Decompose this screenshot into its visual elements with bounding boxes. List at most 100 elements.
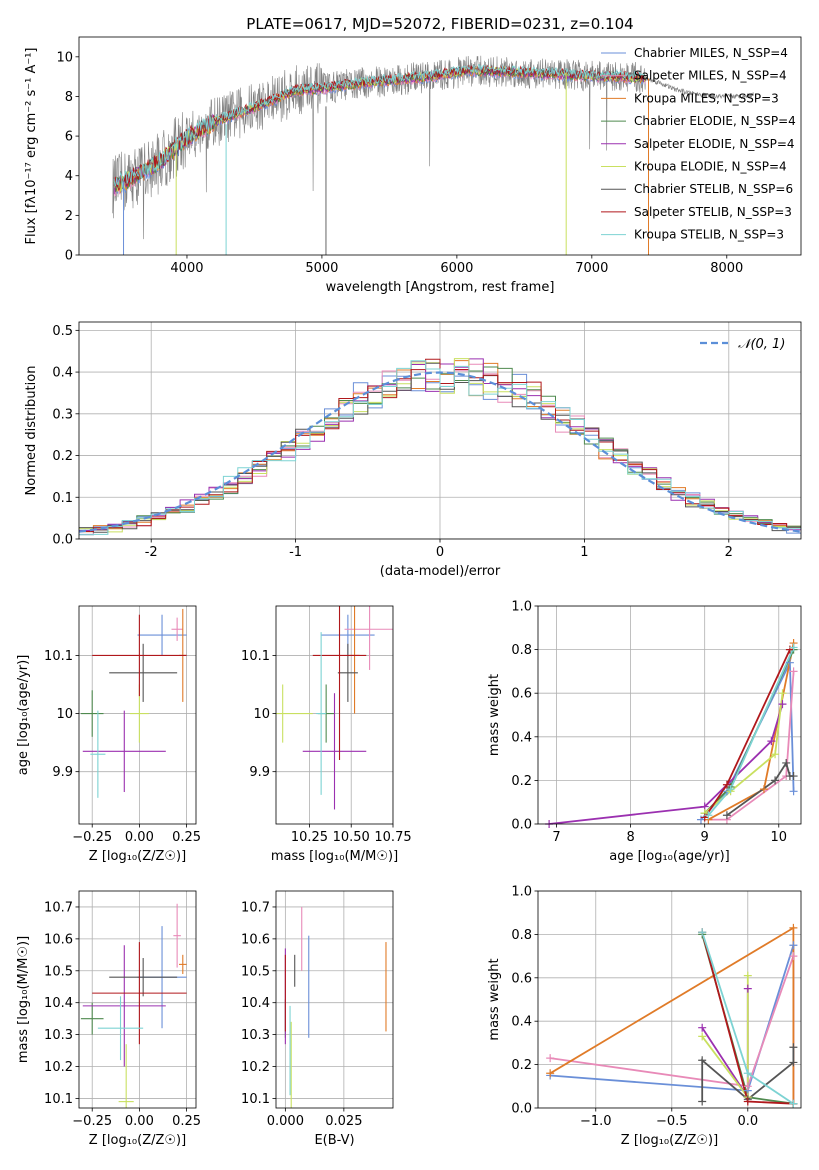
- x-tick-label: 0.25: [172, 830, 201, 845]
- marker-0: [789, 941, 798, 950]
- chart-title: PLATE=0617, MJD=52072, FIBERID=0231, z=0…: [246, 15, 633, 33]
- x-tick-label: 7: [552, 830, 560, 845]
- y-tick-label: 10: [253, 707, 270, 722]
- marker-8: [698, 928, 707, 937]
- y-tick-label: 9.9: [52, 765, 73, 780]
- marker-6: [789, 1058, 798, 1067]
- marker-7: [722, 780, 731, 789]
- y-axis-label: Flux [fλ10⁻¹⁷ erg cm⁻² s⁻¹ A⁻¹]: [24, 48, 39, 245]
- x-tick-label: 8: [626, 830, 634, 845]
- marker-2: [789, 923, 798, 932]
- plot-area-age_vs_z: [79, 606, 196, 824]
- x-tick-label: 6000: [440, 261, 473, 276]
- x-tick-label: 1: [580, 545, 588, 560]
- y-tick-label: 0.2: [511, 1058, 532, 1073]
- mass-weight-series-5: [704, 693, 784, 814]
- x-tick-label: 0.00: [125, 830, 154, 845]
- y-tick-label: 10.1: [44, 649, 73, 664]
- legend-entry: Chabrier STELIB, N_SSP=6: [634, 182, 793, 196]
- legend-entry: Kroupa ELODIE, N_SSP=4: [634, 160, 787, 174]
- y-axis-label: mass weight: [487, 958, 502, 1040]
- axes-mass_vs_ebv: 0.000 0.025 10.1 10.2 10.3 10.4 10.5 10.6 10.7 E(…: [241, 890, 394, 1148]
- y-axis-label: mass [log₁₀(M/M☉)]: [16, 936, 31, 1063]
- x-tick-label: 9: [701, 830, 709, 845]
- y-tick-label: 4: [65, 169, 73, 184]
- marker-6: [789, 772, 798, 781]
- legend: Chabrier MILES, N_SSP=4 Salpeter MILES, N…: [601, 46, 796, 242]
- marker-8: [743, 1069, 752, 1078]
- mass-weight-series-4: [548, 703, 784, 824]
- x-axis-label: Z [log₁₀(Z/Z☉)]: [89, 1133, 186, 1148]
- marker-5: [771, 750, 780, 759]
- marker-6: [698, 1056, 707, 1065]
- axes-frame: [78, 321, 802, 540]
- y-tick-label: 10.3: [241, 1028, 270, 1043]
- x-axis-label: Z [log₁₀(Z/Z☉)]: [89, 849, 186, 864]
- marker-1: [743, 1082, 752, 1091]
- y-tick-label: 0.0: [52, 533, 73, 548]
- x-tick-label: −0.25: [72, 830, 112, 845]
- y-axis-label: mass weight: [487, 674, 502, 756]
- x-tick-label: -2: [145, 545, 158, 560]
- y-tick-label: 1.0: [511, 885, 532, 900]
- axes-frame: [78, 36, 802, 256]
- y-tick-label: 0.2: [52, 449, 73, 464]
- x-tick-label: 2: [725, 545, 733, 560]
- marker-4: [698, 1023, 707, 1032]
- marker-1: [789, 952, 798, 961]
- y-tick-label: 0.0: [511, 818, 532, 833]
- y-tick-label: 0.4: [511, 1015, 532, 1030]
- y-axis-label: age [log₁₀(age/yr)]: [16, 655, 31, 776]
- marker-0: [785, 658, 794, 667]
- x-axis-label: mass [log₁₀(M/M☉)]: [271, 849, 398, 864]
- y-tick-label: 10.6: [241, 932, 270, 947]
- x-tick-label: −0.5: [656, 1114, 688, 1129]
- model-spectrum-8: [113, 63, 646, 188]
- legend-entry: Salpeter MILES, N_SSP=4: [634, 69, 787, 83]
- marker-6: [782, 758, 791, 767]
- marker-2: [546, 1069, 555, 1078]
- y-tick-label: 0.3: [52, 407, 73, 422]
- y-tick-label: 2: [65, 209, 73, 224]
- axes-frame: [275, 605, 394, 825]
- y-axis-label: Normed distribution: [24, 366, 39, 496]
- marker-6: [722, 811, 731, 820]
- x-tick-label: 10.25: [291, 830, 328, 845]
- y-tick-label: 10: [56, 50, 73, 65]
- y-tick-label: 1.0: [511, 600, 532, 615]
- x-tick-label: 10.75: [374, 830, 411, 845]
- x-tick-label: 0: [436, 545, 444, 560]
- y-tick-label: 10.4: [44, 996, 73, 1011]
- marker-1: [546, 1054, 555, 1063]
- y-tick-label: 10.2: [44, 1060, 73, 1075]
- y-tick-label: 0.8: [511, 928, 532, 943]
- x-tick-label: 0.25: [172, 1114, 201, 1129]
- y-tick-label: 0.0: [511, 1102, 532, 1117]
- x-axis-label: age [log₁₀(age/yr)]: [609, 849, 730, 864]
- marker-6: [789, 1043, 798, 1052]
- marker-4: [778, 700, 787, 709]
- marker-1: [789, 667, 798, 676]
- y-tick-label: 10.2: [241, 1060, 270, 1075]
- y-tick-label: 9.9: [249, 765, 270, 780]
- y-tick-label: 10.7: [241, 900, 270, 915]
- axes-frame: [537, 605, 802, 825]
- x-tick-label: 10.50: [333, 830, 370, 845]
- y-tick-label: 0.5: [52, 324, 73, 339]
- gaussian-curve: [79, 371, 801, 533]
- x-tick-label: 0.0: [737, 1114, 758, 1129]
- x-tick-label: 4000: [170, 261, 203, 276]
- y-tick-label: 0.6: [511, 971, 532, 986]
- marker-6: [698, 1097, 707, 1106]
- y-tick-label: 0.4: [511, 730, 532, 745]
- axes-frame: [537, 890, 802, 1109]
- legend-entry: 𝒩(0, 1): [738, 337, 785, 352]
- marker-8: [726, 785, 735, 794]
- marker-4: [767, 737, 776, 746]
- x-tick-label: 10: [771, 830, 788, 845]
- legend-entry: Chabrier MILES, N_SSP=4: [634, 46, 788, 60]
- y-tick-label: 10.7: [44, 900, 73, 915]
- x-axis-label: (data-model)/error: [380, 564, 501, 579]
- axes-mass_weight_vs_z: −1.0 −0.5 0.0 0.0 0.2 0.4 0.6 0.8 1.0 Z [log₁₀(Z/…: [487, 885, 802, 1148]
